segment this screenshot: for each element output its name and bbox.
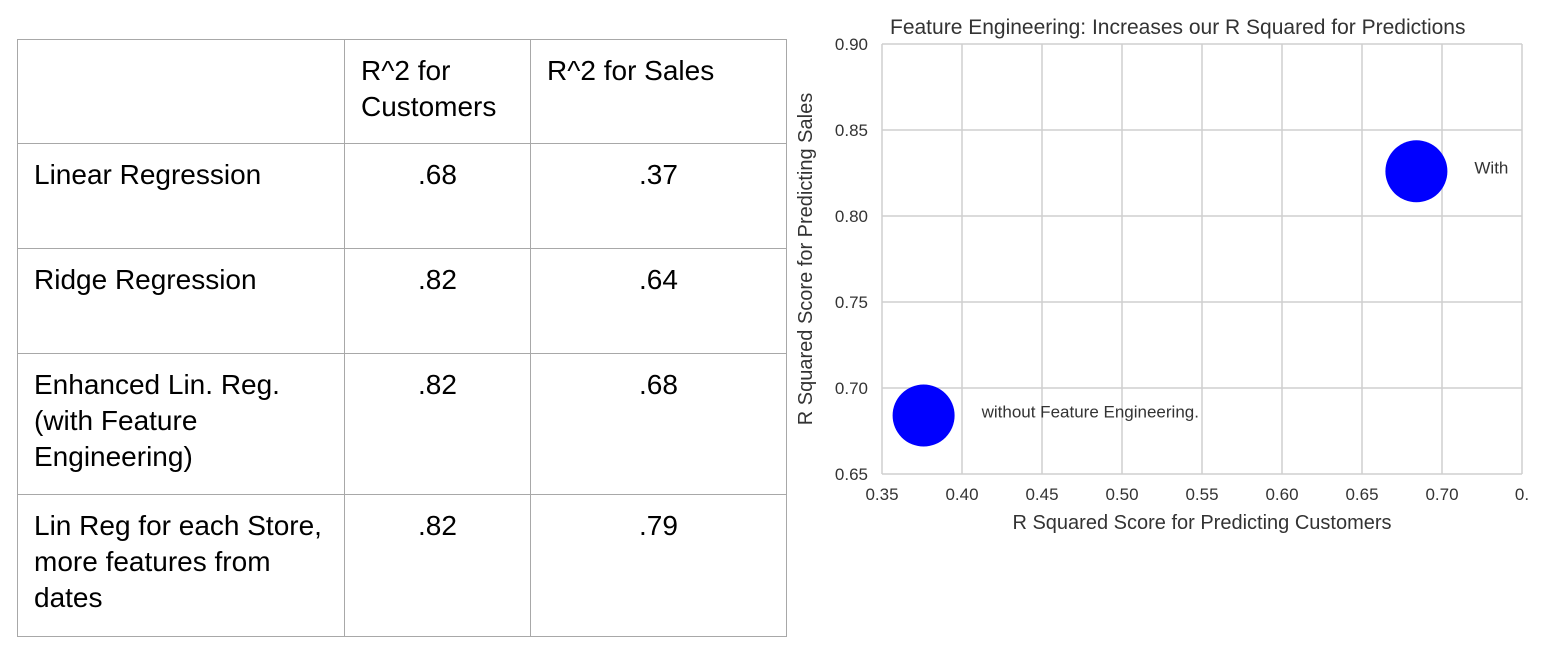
model-cell: Ridge Regression	[17, 248, 345, 354]
x-axis-label: R Squared Score for Predicting Customers	[1012, 512, 1391, 534]
y-tick-label: 0.85	[835, 121, 868, 140]
customers-r2-cell: .68	[344, 143, 531, 249]
x-tick-label: 0.50	[1105, 485, 1138, 504]
y-tick-label: 0.70	[835, 379, 868, 398]
y-tick-label: 0.90	[835, 35, 868, 54]
data-point-label: With	[1474, 158, 1508, 177]
scatter-chart: 0.35 0.40 0.45 0.50 0.55 0.60 0.65 0.70 0. 0.65 0.…	[795, 16, 1529, 534]
chart-title: Feature Engineering: Increases our R Squ…	[890, 16, 1465, 39]
x-tick-label: 0.70	[1425, 485, 1458, 504]
x-tick-label: 0.35	[865, 485, 898, 504]
header-customers-cell: R^2 for Customers	[344, 39, 531, 144]
x-tick-label: 0.55	[1185, 485, 1218, 504]
x-tick-label: 0.40	[945, 485, 978, 504]
x-tick-label: 0.65	[1345, 485, 1378, 504]
sales-r2-cell: .37	[530, 143, 787, 249]
model-cell: Lin Reg for each Store, more features fr…	[17, 494, 345, 637]
header-sales-cell: R^2 for Sales	[530, 39, 787, 144]
y-tick-label: 0.65	[835, 465, 868, 484]
data-point-label: without Feature Engineering.	[981, 403, 1199, 422]
data-point	[1385, 140, 1448, 203]
customers-r2-cell: .82	[344, 494, 531, 637]
x-tick-label: 0.60	[1265, 485, 1298, 504]
sales-r2-cell: .68	[530, 353, 787, 495]
x-tick-label: 0.	[1515, 485, 1529, 504]
customers-r2-cell: .82	[344, 353, 531, 495]
data-point	[892, 384, 955, 447]
model-cell: Linear Regression	[17, 143, 345, 249]
header-model-cell	[17, 39, 345, 144]
y-tick-label: 0.80	[835, 207, 868, 226]
table-header-row: R^2 for Customers R^2 for Sales	[17, 39, 787, 144]
table-row: Lin Reg for each Store, more features fr…	[17, 494, 787, 637]
table-row: Ridge Regression .82 .64	[17, 248, 787, 354]
model-cell: Enhanced Lin. Reg. (with Feature Enginee…	[17, 353, 345, 495]
customers-r2-cell: .82	[344, 248, 531, 354]
sales-r2-cell: .64	[530, 248, 787, 354]
y-tick-label: 0.75	[835, 293, 868, 312]
x-tick-label: 0.45	[1025, 485, 1058, 504]
y-axis-label: R Squared Score for Predicting Sales	[795, 93, 817, 425]
results-table: R^2 for Customers R^2 for Sales Linear R…	[17, 39, 787, 637]
table-row: Enhanced Lin. Reg. (with Feature Enginee…	[17, 353, 787, 495]
sales-r2-cell: .79	[530, 494, 787, 637]
table-row: Linear Regression .68 .37	[17, 143, 787, 249]
